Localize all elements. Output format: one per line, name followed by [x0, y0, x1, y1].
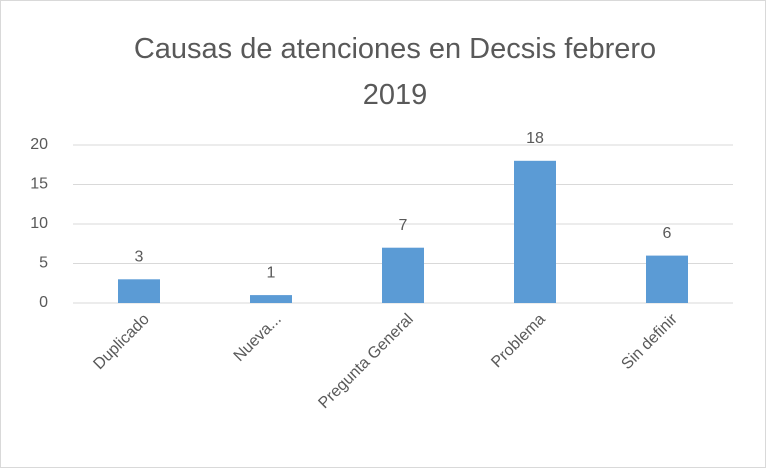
bar — [118, 279, 160, 303]
y-tick-label: 0 — [39, 294, 48, 311]
data-label: 18 — [526, 130, 544, 147]
data-label: 7 — [399, 217, 408, 234]
data-label: 1 — [267, 264, 276, 281]
y-tick-label: 10 — [30, 215, 48, 232]
bar — [250, 295, 292, 303]
bar — [514, 160, 556, 303]
data-label: 3 — [135, 249, 144, 266]
y-tick-label: 20 — [30, 136, 48, 153]
chart-title: Causas de atenciones en Decsis febrero 2… — [133, 33, 657, 111]
data-label: 6 — [663, 225, 672, 242]
y-tick-label: 15 — [30, 176, 48, 193]
bar — [646, 255, 688, 303]
y-tick-label: 5 — [39, 255, 48, 272]
bar — [382, 247, 424, 303]
